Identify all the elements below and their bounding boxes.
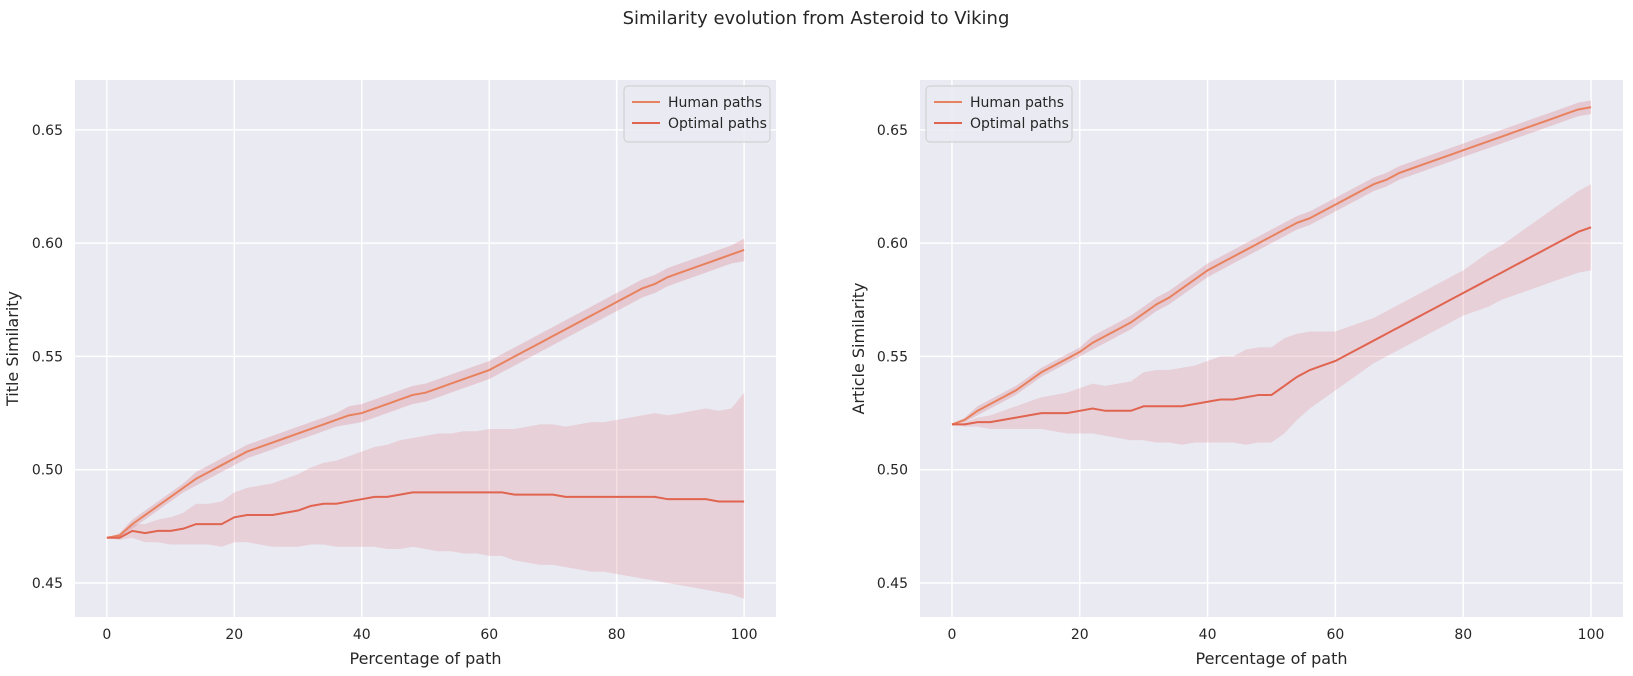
right-legend-box: [925, 85, 1073, 143]
left-legend-box: [623, 85, 771, 143]
right-y-tick-label: 0.45: [877, 576, 908, 592]
left-y-tick-label: 0.45: [32, 576, 63, 592]
left-y-tick-label: 0.50: [32, 463, 63, 479]
right-x-axis-label: Percentage of path: [1196, 649, 1348, 668]
left-legend-label: Optimal paths: [668, 116, 767, 132]
left-y-tick-label: 0.55: [32, 349, 63, 365]
right-band-optimal: [951, 184, 1592, 445]
right-x-tick-label: 60: [1326, 627, 1344, 643]
right-band-human: [951, 100, 1592, 425]
right-plot-area: [920, 80, 1623, 617]
right-x-tick-label: 0: [947, 627, 956, 643]
left-y-tick-label: 0.60: [32, 236, 63, 252]
right-y-tick-label: 0.50: [877, 463, 908, 479]
right-y-tick-label: 0.65: [877, 123, 908, 139]
left-plot-area: [75, 80, 776, 617]
left-line-optimal: [106, 491, 745, 539]
left-y-tick-label: 0.65: [32, 123, 63, 139]
left-line-human: [106, 248, 745, 539]
left-x-tick-label: 0: [102, 627, 111, 643]
right-legend-label: Human paths: [970, 95, 1064, 111]
right-legend: Human paths Optimal paths: [925, 85, 1073, 143]
right-x-tick-label: 40: [1199, 627, 1217, 643]
right-x-tick-label: 20: [1071, 627, 1089, 643]
left-panel: 0 20 40 60 80 100 0.45 0.50 0.55 0.60 0.65 Percenta…: [3, 80, 776, 668]
left-band-human: [106, 238, 745, 538]
left-x-tick-label: 80: [608, 627, 626, 643]
right-line-human: [951, 106, 1592, 426]
right-x-tick-label: 100: [1578, 627, 1605, 643]
left-x-tick-label: 40: [353, 627, 371, 643]
left-band-optimal: [106, 392, 745, 599]
figure-title: Similarity evolution from Asteroid to Vi…: [623, 8, 1010, 29]
right-y-tick-label: 0.60: [877, 236, 908, 252]
right-line-optimal: [951, 226, 1592, 426]
left-x-tick-label: 100: [731, 627, 758, 643]
left-x-tick-label: 20: [225, 627, 243, 643]
right-y-tick-label: 0.55: [877, 349, 908, 365]
left-y-axis-label: Title Similarity: [3, 291, 22, 407]
left-x-axis-label: Percentage of path: [350, 649, 502, 668]
left-legend-label: Human paths: [668, 95, 762, 111]
right-legend-label: Optimal paths: [970, 116, 1069, 132]
right-panel: 0 20 40 60 80 100 0.45 0.50 0.55 0.60 0.65 Percenta…: [849, 80, 1623, 668]
left-legend: Human paths Optimal paths: [623, 85, 771, 143]
left-x-tick-label: 60: [480, 627, 498, 643]
right-y-axis-label: Article Similarity: [849, 282, 868, 414]
right-x-tick-label: 80: [1454, 627, 1472, 643]
